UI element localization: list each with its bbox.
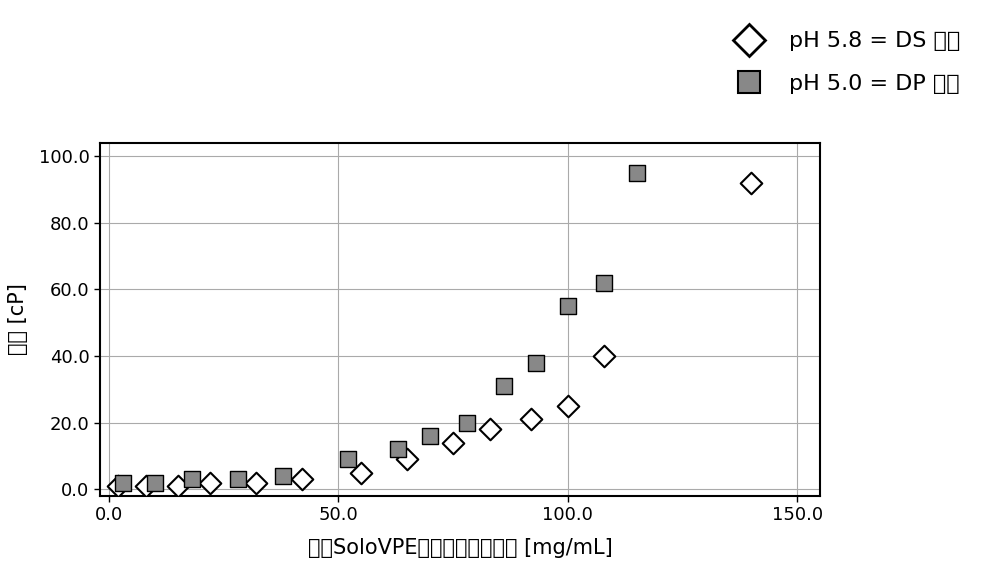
Point — [353, 468, 369, 477]
Y-axis label: 粘度 [cP]: 粘度 [cP] — [8, 283, 28, 355]
Legend: pH 5.8 = DS 制剂, pH 5.0 = DP 制剂: pH 5.8 = DS 制剂, pH 5.0 = DP 制剂 — [718, 22, 969, 103]
Point — [390, 445, 406, 454]
Point — [743, 178, 759, 187]
Point — [596, 278, 612, 287]
Point — [482, 425, 498, 434]
Point — [202, 478, 218, 487]
Point — [110, 481, 126, 490]
Point — [340, 455, 356, 464]
Point — [248, 478, 264, 487]
Point — [170, 481, 186, 490]
X-axis label: 通过SoloVPE获得的蛋白质浓度 [mg/mL]: 通过SoloVPE获得的蛋白质浓度 [mg/mL] — [308, 538, 612, 558]
Point — [528, 358, 544, 367]
Point — [459, 418, 475, 427]
Point — [629, 168, 645, 177]
Point — [445, 438, 461, 447]
Point — [184, 475, 200, 484]
Point — [596, 351, 612, 360]
Point — [275, 471, 291, 481]
Point — [230, 475, 246, 484]
Point — [523, 414, 539, 424]
Point — [138, 481, 154, 490]
Point — [147, 478, 163, 487]
Point — [422, 431, 438, 441]
Point — [115, 478, 131, 487]
Point — [560, 401, 576, 410]
Point — [399, 455, 415, 464]
Point — [294, 475, 310, 484]
Point — [496, 381, 512, 390]
Point — [560, 302, 576, 311]
